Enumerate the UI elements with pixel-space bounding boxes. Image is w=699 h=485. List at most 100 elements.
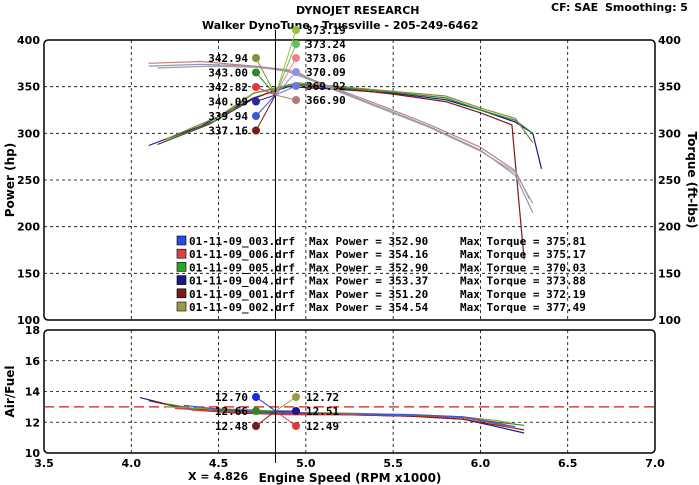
x-tick: 3.5 bbox=[34, 457, 54, 470]
af-marker-label: 12.51 bbox=[306, 405, 339, 418]
x-tick: 5.5 bbox=[383, 457, 403, 470]
torque-marker-label: 373.24 bbox=[306, 38, 346, 51]
torque-y-tick: 200 bbox=[658, 221, 681, 234]
af-y-tick: 10 bbox=[25, 447, 41, 460]
power-y-tick: 400 bbox=[17, 34, 40, 47]
legend-swatch bbox=[176, 301, 187, 312]
af-marker-label: 12.66 bbox=[215, 405, 248, 418]
power-marker-leader bbox=[255, 57, 276, 96]
power-curve bbox=[165, 82, 534, 144]
power-marker-label: 340.09 bbox=[208, 96, 248, 109]
torque-axis-label: Torque (ft-lbs) bbox=[685, 132, 699, 229]
af-marker-leader bbox=[255, 410, 276, 427]
power-y-tick: 300 bbox=[17, 127, 40, 140]
power-marker-leader bbox=[255, 94, 276, 117]
torque-marker bbox=[292, 40, 300, 48]
torque-marker-label: 370.09 bbox=[306, 66, 346, 79]
legend-max-torque: Max Torque = 375.17 bbox=[460, 248, 586, 261]
power-marker-label: 342.94 bbox=[208, 52, 248, 65]
legend-swatch bbox=[176, 235, 187, 246]
power-marker bbox=[252, 54, 260, 62]
torque-marker-label: 369.92 bbox=[306, 80, 346, 93]
torque-marker-leader bbox=[275, 71, 297, 96]
legend-file: 01-11-09_004.drf bbox=[189, 275, 295, 288]
legend-max-power: Max Power = 353.37 bbox=[309, 275, 428, 288]
torque-y-tick: 250 bbox=[658, 174, 681, 187]
smoothing-level: Smoothing: 5 bbox=[605, 1, 688, 14]
af-marker-label: 12.49 bbox=[306, 420, 339, 433]
x-axis-label: Engine Speed (RPM x1000) bbox=[259, 471, 442, 485]
x-tick: 4.0 bbox=[122, 457, 142, 470]
af-marker-label: 12.72 bbox=[306, 391, 339, 404]
torque-curve bbox=[148, 60, 530, 199]
legend-swatch bbox=[176, 262, 187, 272]
power-marker bbox=[252, 68, 260, 77]
af-marker bbox=[252, 393, 260, 401]
legend-file: 01-11-09_006.drf bbox=[189, 248, 295, 261]
power-y-tick: 200 bbox=[17, 221, 40, 234]
af-y-tick: 18 bbox=[25, 324, 40, 337]
chart-title: DYNOJET RESEARCH bbox=[296, 4, 420, 17]
power-marker-label: 343.00 bbox=[208, 67, 248, 80]
torque-marker-leader bbox=[275, 43, 297, 96]
torque-marker-leader bbox=[275, 57, 297, 96]
legend-max-torque: Max Torque = 372.19 bbox=[460, 288, 586, 301]
af-marker-leader bbox=[275, 396, 297, 412]
legend-max-torque: Max Torque = 373.88 bbox=[460, 275, 586, 288]
cursor-readout: X = 4.826 bbox=[188, 470, 249, 483]
legend-max-power: Max Power = 352.90 bbox=[309, 261, 428, 274]
power-y-tick: 350 bbox=[17, 81, 40, 94]
af-marker bbox=[292, 422, 300, 430]
af-marker bbox=[252, 422, 260, 430]
legend-file: 01-11-09_003.drf bbox=[189, 235, 295, 248]
x-tick: 5.0 bbox=[296, 457, 316, 470]
correction-factor: CF: SAE bbox=[551, 1, 599, 14]
legend-max-power: Max Power = 354.54 bbox=[309, 301, 429, 314]
torque-y-tick: 350 bbox=[658, 81, 681, 94]
torque-marker-label: 373.06 bbox=[306, 52, 346, 65]
shop-info: Walker DynoTune - Trussville - 205-249-6… bbox=[202, 19, 479, 32]
power-marker-leader bbox=[255, 94, 276, 131]
legend-max-torque: Max Torque = 377.49 bbox=[460, 301, 586, 314]
legend-max-power: Max Power = 351.20 bbox=[309, 288, 428, 301]
legend-swatch bbox=[176, 248, 187, 259]
torque-y-tick: 150 bbox=[658, 267, 681, 280]
power-curve bbox=[165, 83, 534, 142]
power-y-tick: 250 bbox=[17, 174, 40, 187]
power-marker bbox=[252, 112, 260, 120]
x-tick: 6.5 bbox=[558, 457, 578, 470]
power-y-tick: 150 bbox=[17, 267, 40, 280]
x-tick: 4.5 bbox=[209, 457, 229, 470]
legend-max-power: Max Power = 352.90 bbox=[309, 235, 428, 248]
af-curve bbox=[174, 407, 516, 429]
torque-curve bbox=[157, 65, 534, 204]
power-marker bbox=[252, 97, 260, 106]
af-marker-leader bbox=[275, 410, 297, 427]
torque-curve bbox=[148, 63, 534, 213]
af-marker bbox=[292, 407, 300, 415]
legend-swatch bbox=[176, 288, 187, 299]
x-tick: 6.0 bbox=[471, 457, 491, 470]
legend-swatch bbox=[176, 275, 187, 285]
torque-y-tick: 100 bbox=[658, 314, 681, 327]
torque-marker-label: 373.19 bbox=[306, 24, 346, 37]
af-marker bbox=[252, 407, 260, 415]
torque-y-tick: 300 bbox=[658, 127, 681, 140]
power-marker-label: 339.94 bbox=[208, 110, 248, 123]
af-y-tick: 16 bbox=[25, 355, 41, 368]
power-marker-label: 342.82 bbox=[208, 81, 248, 94]
torque-marker bbox=[292, 68, 300, 76]
af-marker-label: 12.70 bbox=[215, 391, 248, 404]
torque-marker bbox=[292, 26, 300, 34]
power-marker-label: 337.16 bbox=[208, 125, 248, 138]
power-marker bbox=[252, 83, 260, 91]
power-curve bbox=[157, 84, 525, 260]
power-marker-leader bbox=[255, 72, 276, 96]
torque-marker-leader bbox=[275, 29, 297, 96]
af-marker bbox=[292, 393, 300, 401]
legend-file: 01-11-09_005.drf bbox=[189, 261, 295, 274]
power-y-tick: 100 bbox=[17, 314, 40, 327]
torque-marker bbox=[292, 96, 300, 104]
torque-y-tick: 400 bbox=[658, 34, 681, 47]
